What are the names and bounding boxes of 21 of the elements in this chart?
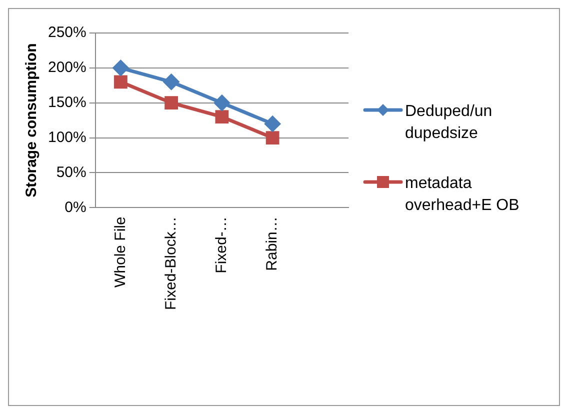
point [264,116,280,132]
point [164,74,180,90]
point [164,96,178,110]
point [266,131,280,144]
x-tick-label: Fixed-Block… [162,216,180,310]
legend-label: metadata overhead+E OB [405,174,520,216]
y-axis-title: Storage consumption [23,43,40,198]
y-tick-label: 200% [48,59,86,76]
point [112,60,128,76]
point [214,95,230,111]
x-tick-label: Rabin… [264,216,281,271]
x-tick-label: Whole File [112,216,129,288]
legend-label: Deduped/un dupedsize [405,102,494,144]
x-tick-label: Fixed-… [213,216,230,274]
y-tick-label: 0% [64,198,86,216]
y-tick-label: 250% [48,24,86,42]
y-tick-label: 150% [48,94,86,111]
y-tick-label: 100% [48,128,86,146]
point [114,75,128,89]
y-tick-label: 50% [56,164,86,181]
point [215,110,229,124]
